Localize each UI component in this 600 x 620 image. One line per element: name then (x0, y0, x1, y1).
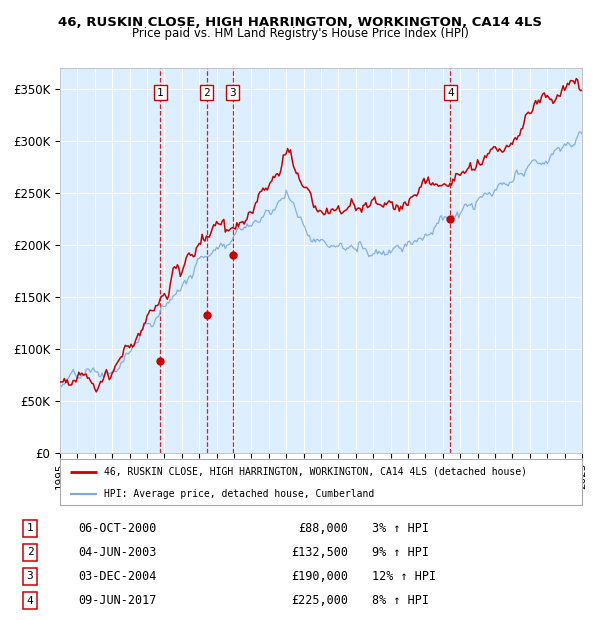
Text: 4: 4 (26, 595, 34, 606)
Text: 3: 3 (229, 87, 236, 97)
Text: 04-JUN-2003: 04-JUN-2003 (78, 546, 157, 559)
Text: 2: 2 (203, 87, 210, 97)
Text: 03-DEC-2004: 03-DEC-2004 (78, 570, 157, 583)
Text: 8% ↑ HPI: 8% ↑ HPI (372, 594, 429, 607)
Text: Price paid vs. HM Land Registry's House Price Index (HPI): Price paid vs. HM Land Registry's House … (131, 27, 469, 40)
Text: £190,000: £190,000 (291, 570, 348, 583)
Text: 06-OCT-2000: 06-OCT-2000 (78, 522, 157, 534)
Text: £225,000: £225,000 (291, 594, 348, 607)
Text: 3: 3 (26, 572, 34, 582)
Text: 9% ↑ HPI: 9% ↑ HPI (372, 546, 429, 559)
Text: 46, RUSKIN CLOSE, HIGH HARRINGTON, WORKINGTON, CA14 4LS (detached house): 46, RUSKIN CLOSE, HIGH HARRINGTON, WORKI… (104, 467, 527, 477)
Text: 4: 4 (447, 87, 454, 97)
Text: HPI: Average price, detached house, Cumberland: HPI: Average price, detached house, Cumb… (104, 489, 374, 498)
Text: 09-JUN-2017: 09-JUN-2017 (78, 594, 157, 607)
Text: 2: 2 (26, 547, 34, 557)
Text: 46, RUSKIN CLOSE, HIGH HARRINGTON, WORKINGTON, CA14 4LS: 46, RUSKIN CLOSE, HIGH HARRINGTON, WORKI… (58, 16, 542, 29)
Text: 1: 1 (157, 87, 164, 97)
Text: £132,500: £132,500 (291, 546, 348, 559)
Text: £88,000: £88,000 (298, 522, 348, 534)
Text: 1: 1 (26, 523, 34, 533)
Text: 3% ↑ HPI: 3% ↑ HPI (372, 522, 429, 534)
Text: 12% ↑ HPI: 12% ↑ HPI (372, 570, 436, 583)
